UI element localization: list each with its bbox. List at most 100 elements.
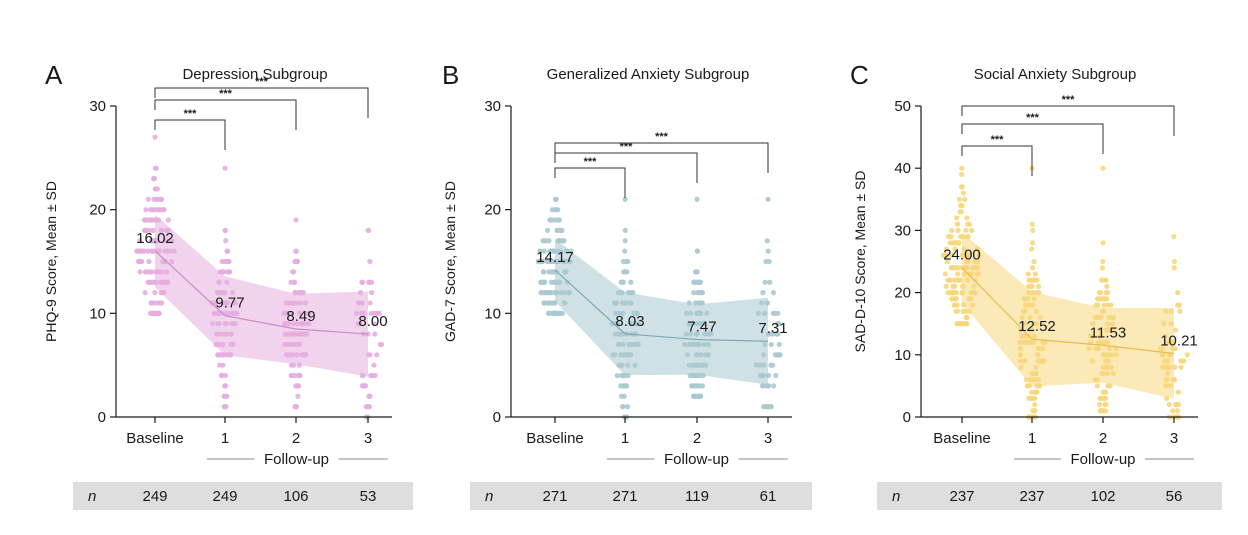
data-point: [154, 310, 161, 316]
n-value: 271: [612, 488, 637, 505]
data-point: [292, 290, 298, 296]
data-point: [537, 248, 544, 254]
data-point: [705, 352, 711, 358]
data-point: [769, 362, 776, 368]
data-point: [695, 300, 702, 306]
data-point: [1097, 290, 1103, 296]
data-point: [953, 296, 959, 302]
significance-label: ***: [620, 141, 634, 153]
data-point: [356, 321, 362, 327]
data-point: [968, 290, 974, 296]
data-point: [697, 393, 704, 399]
data-point: [1031, 296, 1037, 302]
data-point: [625, 258, 631, 265]
data-point: [627, 300, 633, 306]
data-point: [158, 196, 165, 202]
data-point: [1029, 290, 1036, 296]
panel-letter: A: [45, 60, 63, 90]
data-point: [222, 404, 228, 410]
data-point: [686, 300, 692, 306]
data-point: [755, 310, 762, 316]
data-point: [225, 248, 231, 254]
data-point: [973, 277, 979, 283]
data-point: [546, 238, 552, 244]
data-point: [290, 269, 296, 275]
data-point: [620, 258, 627, 265]
data-point: [1100, 258, 1106, 265]
follow-up-label: Follow-up: [264, 451, 329, 468]
follow-up-label: Follow-up: [664, 451, 729, 468]
n-table-row: [73, 482, 413, 510]
data-point: [963, 258, 970, 265]
data-point: [559, 310, 565, 316]
data-point: [1177, 308, 1183, 314]
data-point: [767, 279, 773, 285]
data-point: [628, 352, 634, 358]
significance-bracket: [154, 87, 369, 118]
data-point: [546, 269, 552, 275]
data-point: [1030, 408, 1036, 414]
data-point: [293, 404, 299, 410]
data-point: [633, 341, 639, 348]
data-point: [760, 383, 766, 389]
data-point: [764, 300, 770, 306]
data-point: [942, 271, 948, 277]
data-point: [630, 290, 636, 296]
data-point: [1171, 258, 1177, 265]
data-point: [1168, 308, 1174, 314]
data-point: [1102, 408, 1109, 414]
data-point: [695, 290, 701, 296]
dot-group: [1086, 165, 1119, 414]
data-point: [1164, 395, 1170, 401]
data-point: [295, 372, 301, 379]
data-point: [561, 290, 568, 296]
data-point: [282, 341, 288, 348]
y-axis-label: SAD-D-10 Score, Mean ± SD: [852, 171, 868, 353]
data-point: [290, 352, 296, 358]
data-point: [702, 341, 708, 348]
data-point: [1031, 333, 1037, 339]
data-point: [564, 248, 570, 254]
data-point: [1093, 302, 1099, 308]
data-point: [1165, 370, 1171, 377]
data-point: [953, 240, 960, 246]
y-tick-label: 20: [89, 202, 106, 219]
data-point: [943, 246, 949, 252]
data-point: [365, 404, 372, 410]
n-value: 53: [360, 488, 377, 505]
data-point: [153, 217, 159, 223]
data-point: [566, 290, 573, 296]
significance-label: ***: [1026, 112, 1040, 124]
data-point: [1029, 370, 1035, 377]
data-point: [223, 238, 229, 244]
data-point: [556, 217, 562, 223]
data-point: [1025, 383, 1031, 389]
n-value: 249: [212, 488, 237, 505]
data-point: [541, 269, 547, 275]
data-point: [969, 227, 975, 233]
y-tick-label: 40: [894, 160, 911, 177]
data-point: [1086, 345, 1092, 352]
data-point: [549, 248, 555, 254]
data-point: [1098, 314, 1104, 321]
panel-a: A Depression Subgroup 16.02 9.77 8.49 8.00 0 10…: [43, 60, 413, 510]
data-point: [692, 279, 698, 285]
mean-label: 9.77: [215, 295, 244, 312]
data-point: [150, 248, 156, 254]
data-point: [1167, 383, 1174, 389]
data-point: [1025, 290, 1032, 296]
data-point: [1036, 290, 1042, 296]
data-point: [702, 331, 708, 337]
data-point: [374, 310, 380, 316]
data-point: [970, 265, 976, 271]
x-tick-label: 3: [364, 430, 372, 447]
data-point: [967, 221, 973, 227]
n-value: 56: [1166, 488, 1183, 505]
data-point: [143, 207, 149, 213]
data-point: [1100, 165, 1106, 171]
data-point: [1087, 333, 1094, 339]
data-point: [624, 404, 631, 410]
data-point: [1017, 345, 1024, 352]
data-point: [1035, 377, 1042, 383]
